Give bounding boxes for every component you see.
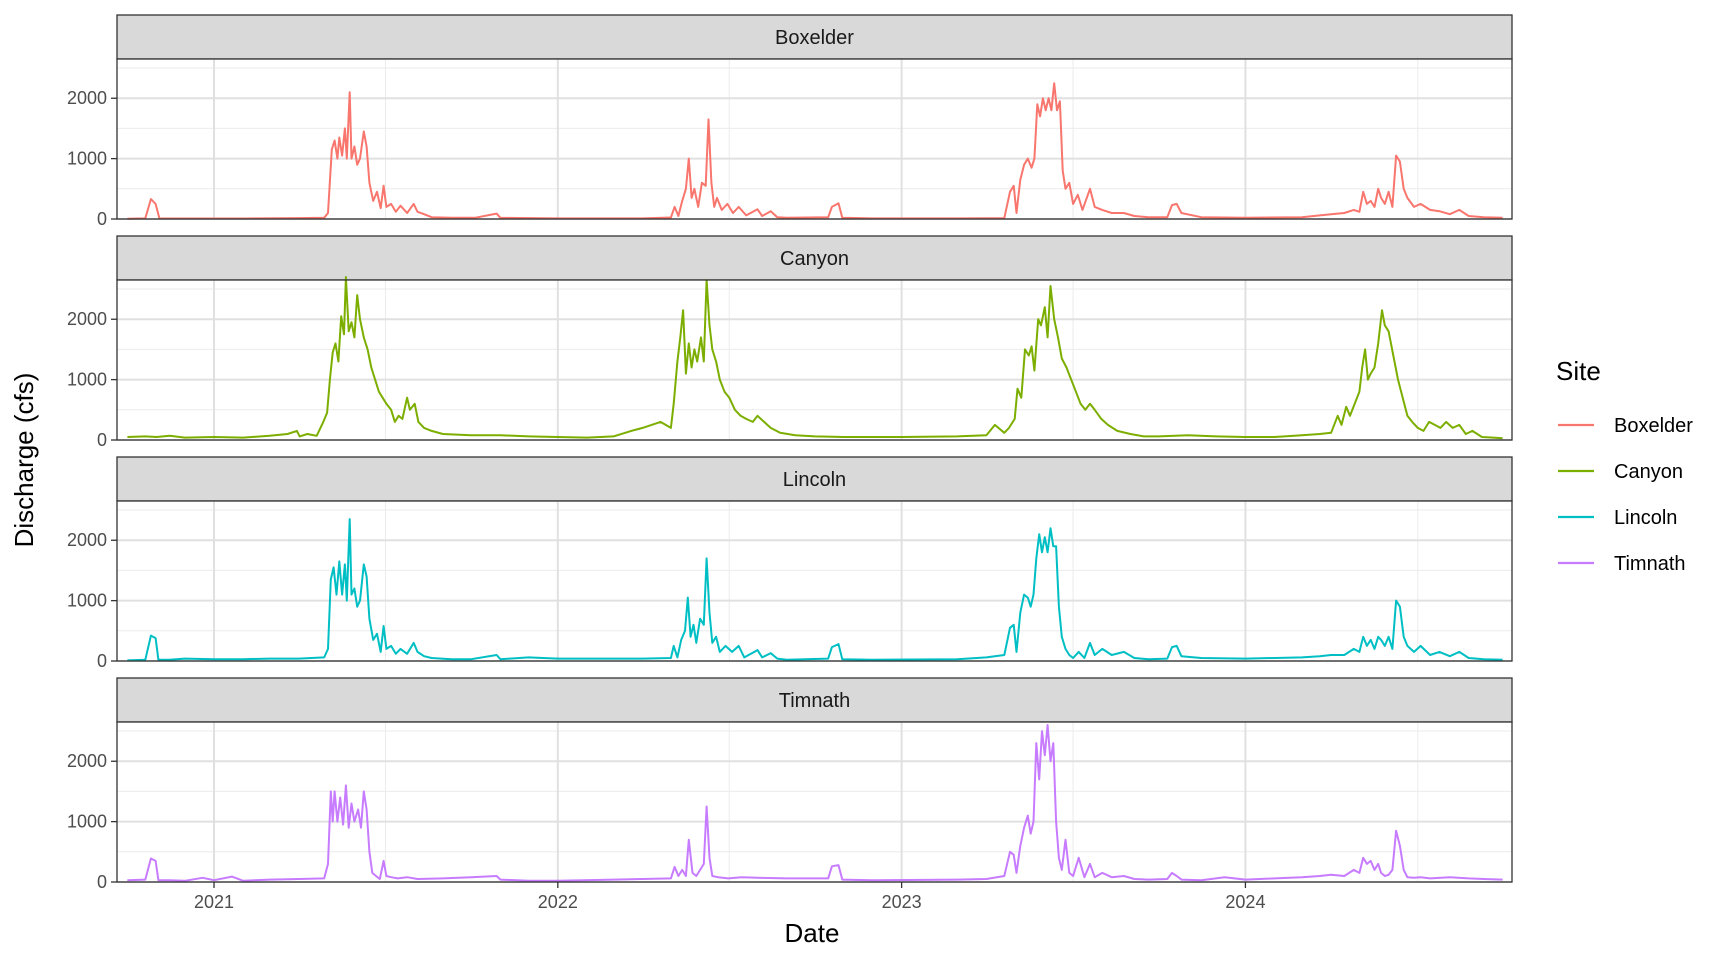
legend-item-timnath: Timnath bbox=[1558, 553, 1686, 575]
facet-strip bbox=[116, 677, 1513, 723]
panel-border bbox=[116, 500, 1513, 662]
x-tick-label: 2023 bbox=[882, 892, 922, 912]
x-tick-label: 2022 bbox=[538, 892, 578, 912]
series-line-lincoln bbox=[127, 518, 1503, 662]
y-tick-label: 2000 bbox=[67, 309, 107, 329]
x-tick-label: 2024 bbox=[1225, 892, 1265, 912]
legend: Site Boxelder Canyon Lincoln Timnath bbox=[1556, 356, 1693, 575]
legend-item-boxelder: Boxelder bbox=[1558, 415, 1693, 437]
series-line-canyon bbox=[127, 276, 1503, 440]
x-axis: 2021 2022 2023 2024 bbox=[194, 882, 1265, 912]
panel-background bbox=[117, 722, 1512, 882]
y-tick-label: 1000 bbox=[67, 812, 107, 832]
facet-panels: Boxelder 0 1000 2000 Canyon 0 1000 2000 Lincoln 0… bbox=[67, 14, 1513, 892]
series-line-boxelder bbox=[127, 82, 1503, 220]
y-tick-label: 1000 bbox=[67, 370, 107, 390]
facet-strip bbox=[116, 235, 1513, 281]
y-tick-label: 0 bbox=[97, 651, 107, 671]
panel-border bbox=[116, 58, 1513, 220]
facet-strip bbox=[116, 14, 1513, 60]
legend-item-lincoln: Lincoln bbox=[1558, 507, 1677, 529]
y-tick-label: 0 bbox=[97, 209, 107, 229]
panel-border bbox=[116, 721, 1513, 883]
y-tick-label: 0 bbox=[97, 430, 107, 450]
facet-panel-canyon: Canyon 0 1000 2000 bbox=[67, 235, 1513, 450]
facet-panel-timnath: Timnath 0 1000 2000 bbox=[67, 677, 1513, 892]
legend-label: Boxelder bbox=[1614, 415, 1693, 437]
legend-title: Site bbox=[1556, 356, 1601, 386]
facet-strip-label: Timnath bbox=[779, 690, 851, 712]
panel-background bbox=[117, 501, 1512, 661]
facet-panel-lincoln: Lincoln 0 1000 2000 bbox=[67, 456, 1513, 671]
y-tick-label: 2000 bbox=[67, 88, 107, 108]
facet-panel-boxelder: Boxelder 0 1000 2000 bbox=[67, 14, 1513, 229]
legend-label: Timnath bbox=[1614, 553, 1686, 575]
panel-border bbox=[116, 279, 1513, 441]
y-tick-label: 2000 bbox=[67, 530, 107, 550]
y-tick-label: 1000 bbox=[67, 591, 107, 611]
panel-background bbox=[117, 59, 1512, 219]
legend-items: Boxelder Canyon Lincoln Timnath bbox=[1558, 415, 1693, 575]
y-axis-title: Discharge (cfs) bbox=[9, 373, 39, 548]
series-line-timnath bbox=[127, 724, 1503, 882]
facet-strip-label: Lincoln bbox=[783, 469, 846, 491]
legend-label: Canyon bbox=[1614, 461, 1683, 483]
y-tick-label: 1000 bbox=[67, 149, 107, 169]
y-tick-label: 2000 bbox=[67, 751, 107, 771]
x-tick-label: 2021 bbox=[194, 892, 234, 912]
facet-strip-label: Canyon bbox=[780, 248, 849, 270]
legend-item-canyon: Canyon bbox=[1558, 461, 1683, 483]
legend-label: Lincoln bbox=[1614, 507, 1677, 529]
facet-strip-label: Boxelder bbox=[775, 27, 854, 49]
y-tick-label: 0 bbox=[97, 872, 107, 892]
panel-background bbox=[117, 280, 1512, 440]
facet-strip bbox=[116, 456, 1513, 502]
x-axis-title: Date bbox=[785, 918, 840, 948]
